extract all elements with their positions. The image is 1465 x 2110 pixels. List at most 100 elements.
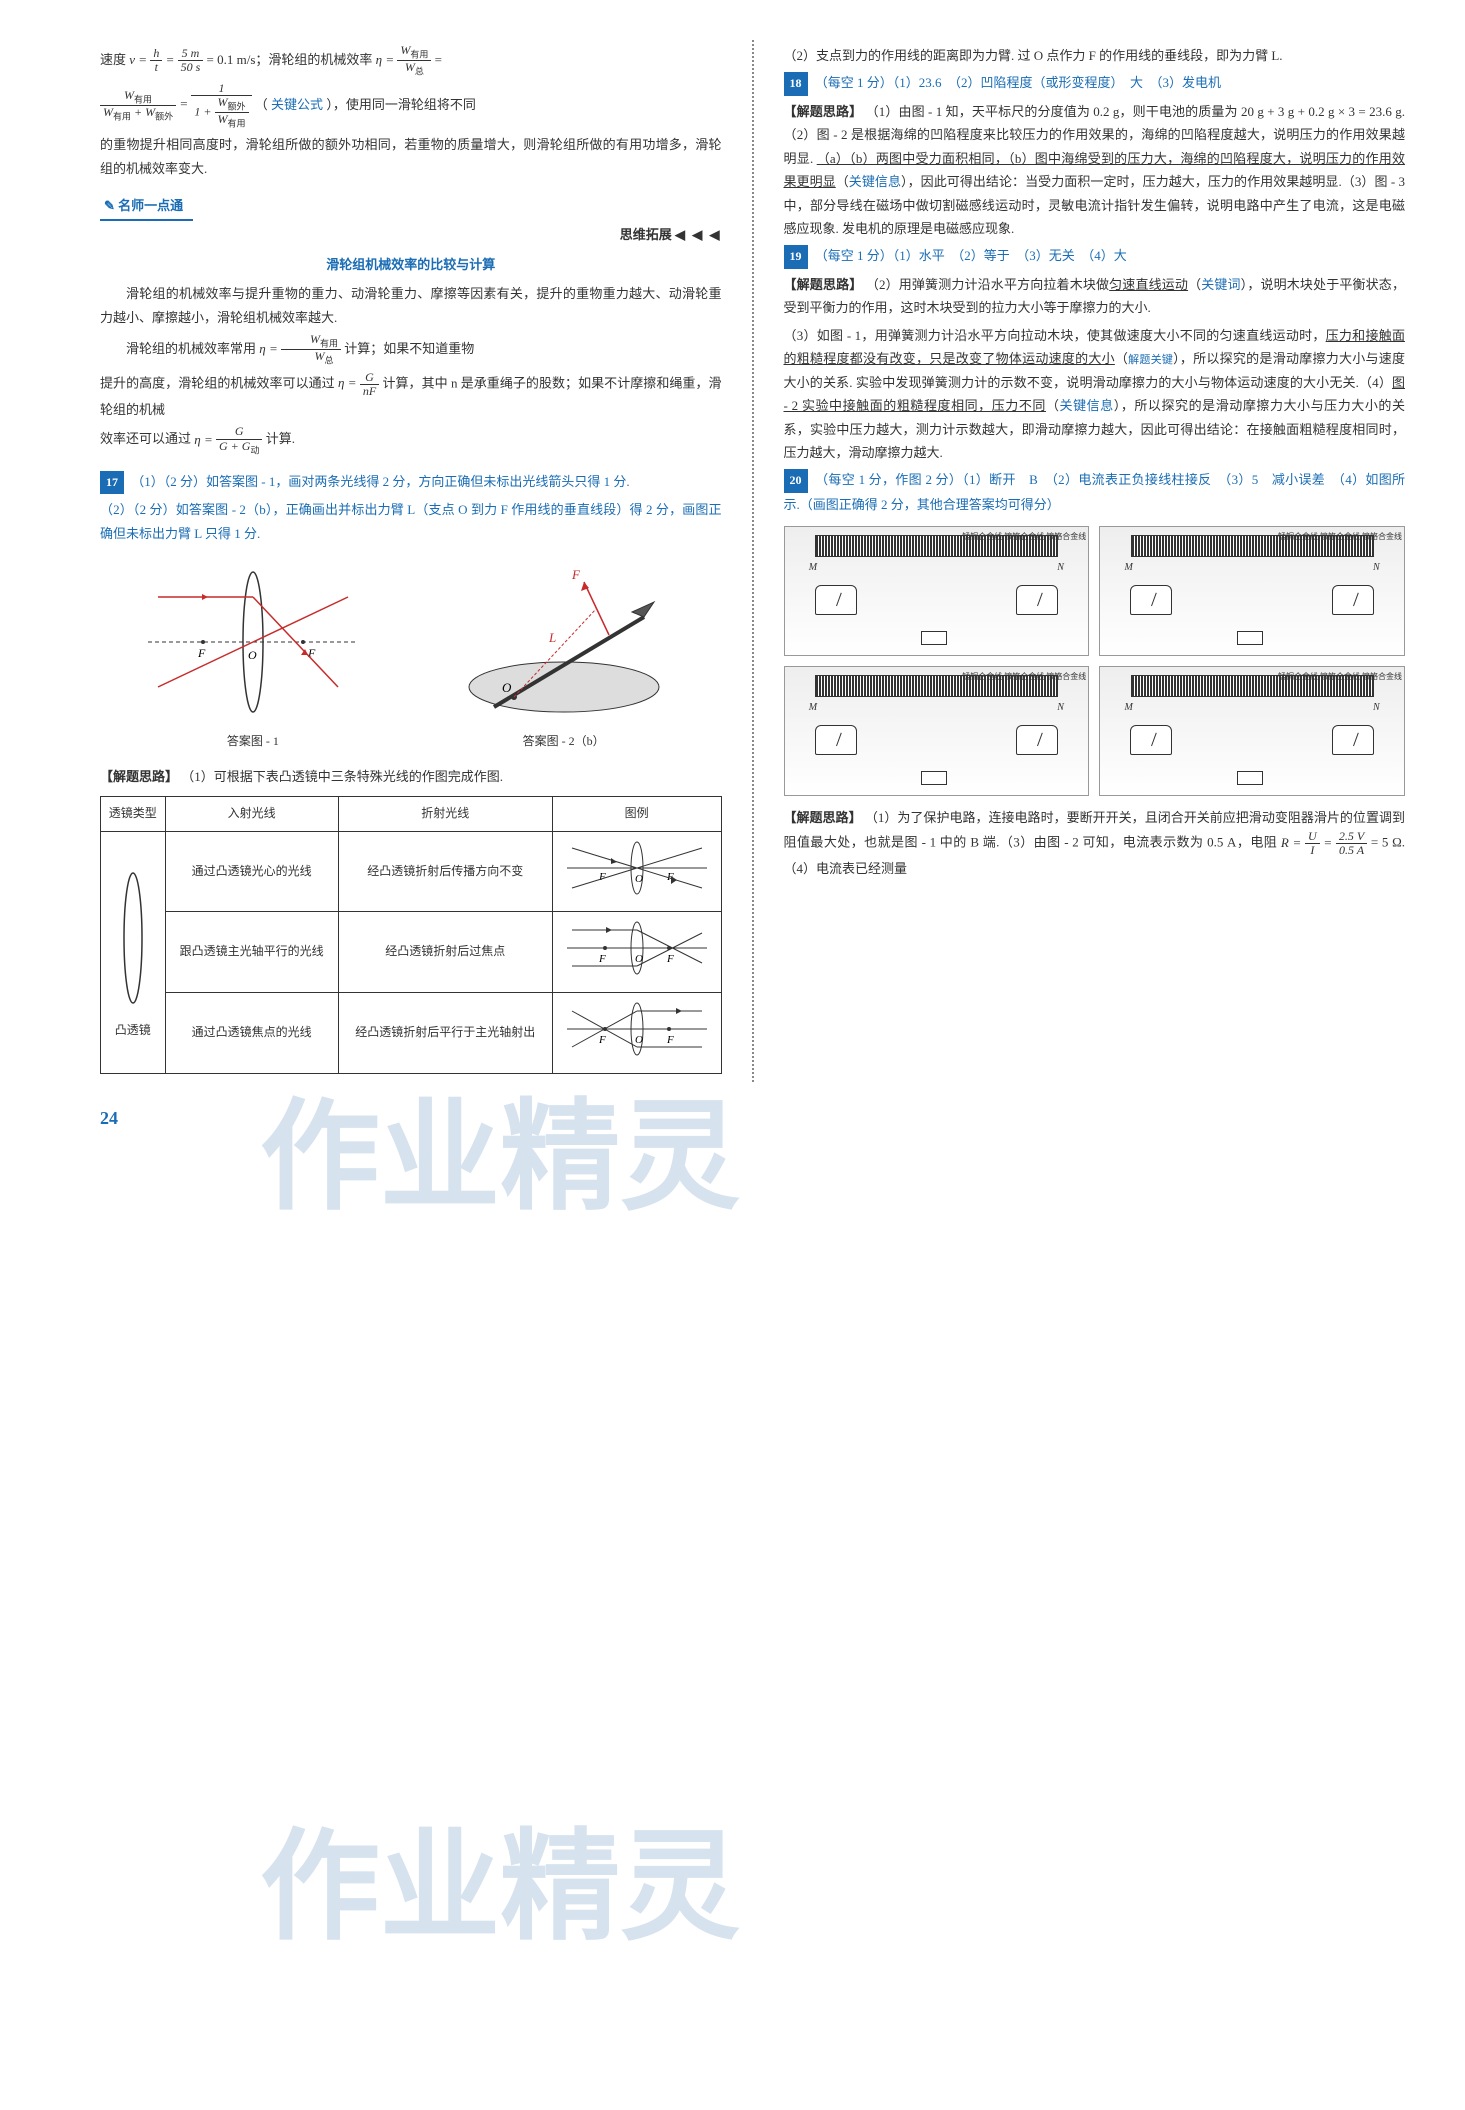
q17-part1: （1）（2 分）如答案图 - 1，画对两条光线得 2 分，方向正确但未标出光线箭… bbox=[131, 474, 629, 489]
figure-row: F F O 答案图 - 1 O bbox=[100, 557, 722, 753]
svg-text:O: O bbox=[635, 1034, 643, 1046]
voltmeter-icon bbox=[1332, 585, 1374, 615]
q19: 19 （每空 1 分）（1）水平 （2）等于 （3）无关 （4）大 bbox=[784, 244, 1406, 269]
cell-in-2: 跟凸透镜主光轴平行的光线 bbox=[165, 912, 338, 993]
q19-answer: （每空 1 分）（1）水平 （2）等于 （3）无关 （4）大 bbox=[815, 248, 1127, 263]
mark-m: M bbox=[1125, 559, 1133, 577]
svg-text:F: F bbox=[666, 1034, 674, 1046]
resistor-labels: 锰铜合金线 镍铬合金线 镍铬合金线 bbox=[1278, 533, 1402, 542]
cell-in-3: 通过凸透镜焦点的光线 bbox=[165, 992, 338, 1073]
q19-number: 19 bbox=[784, 245, 808, 269]
exp19-2a: （2）用弹簧测力计沿水平方向拉着木块做匀速直线运动（ bbox=[866, 277, 1201, 292]
eta-formula-1: η = W有用W总 bbox=[376, 52, 435, 67]
mark-m: M bbox=[809, 699, 817, 717]
mark-n: N bbox=[1057, 559, 1064, 577]
voltmeter-icon bbox=[1332, 725, 1374, 755]
page-number: 24 bbox=[100, 1102, 1405, 1134]
p5b: 计算. bbox=[266, 432, 295, 447]
watermark: 作业精灵 bbox=[260, 1780, 740, 1996]
table-row: 跟凸透镜主光轴平行的光线 经凸透镜折射后过焦点 F F O bbox=[101, 912, 722, 993]
ray-diagram-1: F O F bbox=[567, 838, 707, 898]
battery-icon bbox=[921, 631, 947, 645]
teacher-tip-icon: ✎ bbox=[104, 198, 118, 213]
page-columns: 速度 v = ht = 5 m50 s = 0.1 m/s；滑轮组的机械效率 η… bbox=[100, 40, 1405, 1082]
teacher-tip-title: ✎ 名师一点通 bbox=[100, 192, 193, 221]
key-formula-label: 关键公式 bbox=[271, 96, 323, 111]
th-refract: 折射光线 bbox=[338, 797, 552, 832]
eta-wh-formula: η = W有用W总 bbox=[259, 341, 344, 356]
q20: 20 （每空 1 分，作图 2 分）（1）断开 B （2）电流表正负接线柱接反 … bbox=[784, 468, 1406, 516]
answer-fig-2: O F L 答案图 - 2（b） bbox=[454, 557, 674, 753]
ammeter-icon bbox=[815, 725, 857, 755]
battery-icon bbox=[1237, 771, 1263, 785]
para-2: 滑轮组的机械效率与提升重物的重力、动滑轮重力、摩擦等因素有关，提升的重物重力越大… bbox=[100, 282, 722, 329]
mark-m: M bbox=[809, 559, 817, 577]
speed-line: 速度 v = ht = 5 m50 s = 0.1 m/s；滑轮组的机械效率 η… bbox=[100, 44, 722, 78]
speed-prefix: 速度 bbox=[100, 52, 129, 67]
eta-gnf-formula: η = GnF bbox=[338, 375, 382, 390]
p4a: 提升的高度，滑轮组的机械效率可以通过 bbox=[100, 375, 338, 390]
eta-formula-2: W有用W有用 + W额外 = 11 + W额外W有用 bbox=[100, 96, 255, 111]
q18-answer: （每空 1 分）（1）23.6 （2）凹陷程度（或形变程度） 大 （3）发电机 bbox=[815, 75, 1221, 90]
cell-out-1: 经凸透镜折射后传播方向不变 bbox=[338, 831, 552, 912]
svg-text:F: F bbox=[598, 871, 606, 883]
lens-type-label: 凸透镜 bbox=[115, 1023, 151, 1037]
p3b: 计算；如果不知道重物 bbox=[344, 341, 474, 356]
cell-in-1: 通过凸透镜光心的光线 bbox=[165, 831, 338, 912]
eta-after: ），使用同一滑轮组将不同 bbox=[326, 96, 476, 111]
exp-label: 【解题思路】 bbox=[784, 810, 862, 825]
r-para1: （2）支点到力的作用线的距离即为力臂. 过 O 点作力 F 的作用线的垂线段，即… bbox=[784, 44, 1406, 67]
mark-n: N bbox=[1373, 699, 1380, 717]
fig1-caption: 答案图 - 1 bbox=[148, 731, 358, 753]
cell-dia-3: F F O bbox=[552, 992, 721, 1073]
exp-label: 【解题思路】 bbox=[100, 769, 178, 784]
battery-icon bbox=[1237, 631, 1263, 645]
exp17: 【解题思路】 （1）可根据下表凸透镜中三条特殊光线的作图完成作图. bbox=[100, 765, 722, 788]
speed-val: = 0.1 m/s；滑轮组的机械效率 bbox=[207, 52, 376, 67]
mark-n: N bbox=[1057, 699, 1064, 717]
resistor-labels: 锰铜合金线 镍铬合金线 镍铬合金线 bbox=[962, 533, 1086, 542]
resistor-labels: 锰铜合金线 镍铬合金线 镍铬合金线 bbox=[1278, 673, 1402, 682]
mark-n: N bbox=[1373, 559, 1380, 577]
answer-fig-1: F F O 答案图 - 1 bbox=[148, 557, 358, 753]
q17-number: 17 bbox=[100, 471, 124, 495]
q20-answer: （每空 1 分，作图 2 分）（1）断开 B （2）电流表正负接线柱接反 （3）… bbox=[784, 472, 1406, 512]
battery-icon bbox=[921, 771, 947, 785]
eta-open: （ bbox=[255, 96, 268, 111]
svg-text:O: O bbox=[635, 873, 643, 885]
exp19: 【解题思路】 （2）用弹簧测力计沿水平方向拉着木块做匀速直线运动（关键词），说明… bbox=[784, 273, 1406, 320]
ray-diagram-3: F F O bbox=[567, 999, 707, 1059]
cell-dia-1: F O F bbox=[552, 831, 721, 912]
para-4: 提升的高度，滑轮组的机械效率可以通过 η = GnF 计算，其中 n 是承重绳子… bbox=[100, 371, 722, 422]
p5a: 效率还可以通过 bbox=[100, 432, 194, 447]
key-info: 关键信息 bbox=[849, 174, 901, 189]
circuit-diagram-2: 锰铜合金线 镍铬合金线 镍铬合金线 M N bbox=[1099, 526, 1405, 656]
svg-text:F: F bbox=[666, 953, 674, 965]
optics-table: 透镜类型 入射光线 折射光线 图例 凸透镜 通过凸透镜光心的光线 经凸透镜折射后… bbox=[100, 796, 722, 1073]
thinking-banner: 思维拓展 ◀ ◀ ◀ bbox=[100, 223, 722, 246]
exp17-text: （1）可根据下表凸透镜中三条特殊光线的作图完成作图. bbox=[181, 769, 503, 784]
convex-lens-icon bbox=[118, 863, 148, 1013]
q17: 17 （1）（2 分）如答案图 - 1，画对两条光线得 2 分，方向正确但未标出… bbox=[100, 470, 722, 495]
ammeter-icon bbox=[1130, 725, 1172, 755]
circuit-diagram-3: 锰铜合金线 镍铬合金线 镍铬合金线 M N bbox=[784, 666, 1090, 796]
para-1: 的重物提升相同高度时，滑轮组所做的额外功相同，若重物的质量增大，则滑轮组所做的有… bbox=[100, 133, 722, 180]
resistor-labels: 锰铜合金线 镍铬合金线 镍铬合金线 bbox=[962, 673, 1086, 682]
para-5: 效率还可以通过 η = GG + G动 计算. bbox=[100, 425, 722, 455]
svg-text:L: L bbox=[548, 630, 556, 645]
svg-text:F: F bbox=[197, 646, 206, 660]
table-row: 凸透镜 通过凸透镜光心的光线 经凸透镜折射后传播方向不变 F O F bbox=[101, 831, 722, 912]
voltmeter-icon bbox=[1016, 725, 1058, 755]
lever-diagram: O F L bbox=[454, 557, 674, 727]
table-row: 通过凸透镜焦点的光线 经凸透镜折射后平行于主光轴射出 F F O bbox=[101, 992, 722, 1073]
svg-text:F: F bbox=[598, 1034, 606, 1046]
key-info2: 关键信息 bbox=[1060, 398, 1114, 413]
lens-type-cell: 凸透镜 bbox=[101, 831, 166, 1073]
table-header-row: 透镜类型 入射光线 折射光线 图例 bbox=[101, 797, 722, 832]
svg-text:O: O bbox=[248, 648, 257, 662]
q18-number: 18 bbox=[784, 72, 808, 96]
exp20: 【解题思路】 （1）为了保护电路，连接电路时，要断开开关，且闭合开关前应把滑动变… bbox=[784, 806, 1406, 880]
mark-m: M bbox=[1125, 699, 1133, 717]
teacher-tip-text: 名师一点通 bbox=[118, 198, 183, 213]
p3a: 滑轮组的机械效率常用 bbox=[126, 341, 259, 356]
